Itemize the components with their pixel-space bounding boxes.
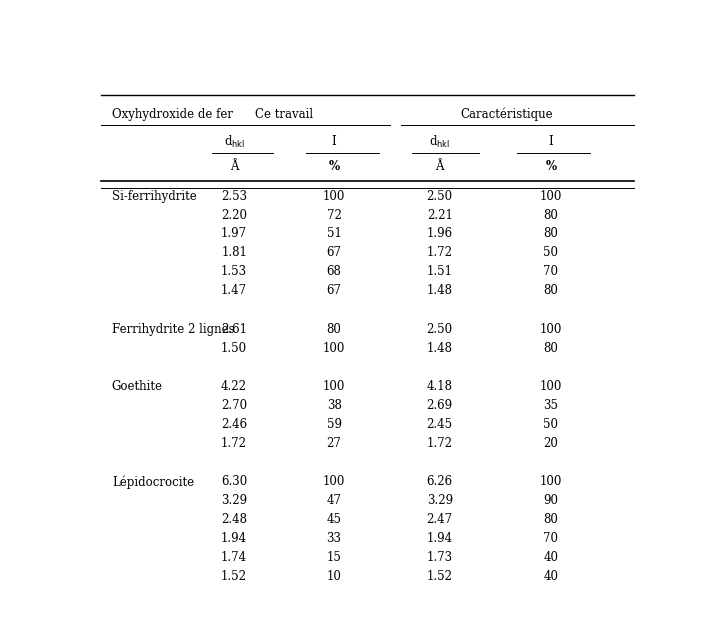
Text: 1.72: 1.72 xyxy=(221,437,247,450)
Text: 1.73: 1.73 xyxy=(427,551,452,564)
Text: 45: 45 xyxy=(327,513,341,526)
Text: Ferrihydrite 2 lignes: Ferrihydrite 2 lignes xyxy=(112,323,234,336)
Text: Lépidocrocite: Lépidocrocite xyxy=(112,475,194,489)
Text: %: % xyxy=(545,160,556,173)
Text: d$_{\mathsf{hkl}}$: d$_{\mathsf{hkl}}$ xyxy=(224,134,244,150)
Text: 50: 50 xyxy=(543,418,559,431)
Text: 6.30: 6.30 xyxy=(221,475,247,488)
Text: 1.94: 1.94 xyxy=(221,532,247,545)
Text: 72: 72 xyxy=(327,209,341,222)
Text: 27: 27 xyxy=(327,437,341,450)
Text: 100: 100 xyxy=(540,323,562,336)
Text: Ce travail: Ce travail xyxy=(255,108,313,121)
Text: 1.51: 1.51 xyxy=(427,265,452,278)
Text: I: I xyxy=(332,135,336,148)
Text: 1.72: 1.72 xyxy=(427,246,452,260)
Text: Å: Å xyxy=(230,160,238,173)
Text: 59: 59 xyxy=(327,418,341,431)
Text: 80: 80 xyxy=(543,341,559,355)
Text: 1.96: 1.96 xyxy=(427,227,452,240)
Text: 67: 67 xyxy=(327,246,341,260)
Text: 4.18: 4.18 xyxy=(427,380,452,393)
Text: 100: 100 xyxy=(323,475,346,488)
Text: 2.50: 2.50 xyxy=(427,323,452,336)
Text: Goethite: Goethite xyxy=(112,380,163,393)
Text: 100: 100 xyxy=(323,341,346,355)
Text: 80: 80 xyxy=(543,227,559,240)
Text: 3.29: 3.29 xyxy=(221,494,247,507)
Text: Caractéristique: Caractéristique xyxy=(460,108,553,121)
Text: 1.50: 1.50 xyxy=(221,341,247,355)
Text: 10: 10 xyxy=(327,570,341,583)
Text: 1.47: 1.47 xyxy=(221,284,247,297)
Text: 80: 80 xyxy=(543,513,559,526)
Text: 1.97: 1.97 xyxy=(221,227,247,240)
Text: 20: 20 xyxy=(543,437,559,450)
Text: 1.52: 1.52 xyxy=(427,570,452,583)
Text: 1.52: 1.52 xyxy=(221,570,247,583)
Text: 2.46: 2.46 xyxy=(221,418,247,431)
Text: 2.20: 2.20 xyxy=(221,209,247,222)
Text: Å: Å xyxy=(435,160,444,173)
Text: 100: 100 xyxy=(323,380,346,393)
Text: 90: 90 xyxy=(543,494,559,507)
Text: Oxyhydroxide de fer: Oxyhydroxide de fer xyxy=(112,108,233,121)
Text: 2.50: 2.50 xyxy=(427,190,452,203)
Text: 2.21: 2.21 xyxy=(427,209,452,222)
Text: 67: 67 xyxy=(327,284,341,297)
Text: 1.81: 1.81 xyxy=(221,246,247,260)
Text: 80: 80 xyxy=(543,209,559,222)
Text: 100: 100 xyxy=(323,190,346,203)
Text: 47: 47 xyxy=(327,494,341,507)
Text: 51: 51 xyxy=(327,227,341,240)
Text: 70: 70 xyxy=(543,532,559,545)
Text: 68: 68 xyxy=(327,265,341,278)
Text: 1.72: 1.72 xyxy=(427,437,452,450)
Text: I: I xyxy=(549,135,554,148)
Text: 6.26: 6.26 xyxy=(427,475,452,488)
Text: 1.53: 1.53 xyxy=(221,265,247,278)
Text: 2.61: 2.61 xyxy=(221,323,247,336)
Text: 50: 50 xyxy=(543,246,559,260)
Text: %: % xyxy=(328,160,340,173)
Text: 2.69: 2.69 xyxy=(427,399,452,412)
Text: 4.22: 4.22 xyxy=(221,380,247,393)
Text: 40: 40 xyxy=(543,570,559,583)
Text: 35: 35 xyxy=(543,399,559,412)
Text: 3.29: 3.29 xyxy=(427,494,452,507)
Text: 40: 40 xyxy=(543,551,559,564)
Text: 33: 33 xyxy=(327,532,341,545)
Text: 1.48: 1.48 xyxy=(427,284,452,297)
Text: 2.70: 2.70 xyxy=(221,399,247,412)
Text: 1.94: 1.94 xyxy=(427,532,452,545)
Text: 80: 80 xyxy=(543,284,559,297)
Text: 2.53: 2.53 xyxy=(221,190,247,203)
Text: Si-ferrihydrite: Si-ferrihydrite xyxy=(112,190,196,203)
Text: 70: 70 xyxy=(543,265,559,278)
Text: 38: 38 xyxy=(327,399,341,412)
Text: 80: 80 xyxy=(327,323,341,336)
Text: 100: 100 xyxy=(540,380,562,393)
Text: 1.74: 1.74 xyxy=(221,551,247,564)
Text: 2.47: 2.47 xyxy=(427,513,452,526)
Text: d$_{\mathsf{hkl}}$: d$_{\mathsf{hkl}}$ xyxy=(429,134,450,150)
Text: 1.48: 1.48 xyxy=(427,341,452,355)
Text: 100: 100 xyxy=(540,190,562,203)
Text: 2.48: 2.48 xyxy=(221,513,247,526)
Text: 15: 15 xyxy=(327,551,341,564)
Text: 100: 100 xyxy=(540,475,562,488)
Text: 2.45: 2.45 xyxy=(427,418,452,431)
